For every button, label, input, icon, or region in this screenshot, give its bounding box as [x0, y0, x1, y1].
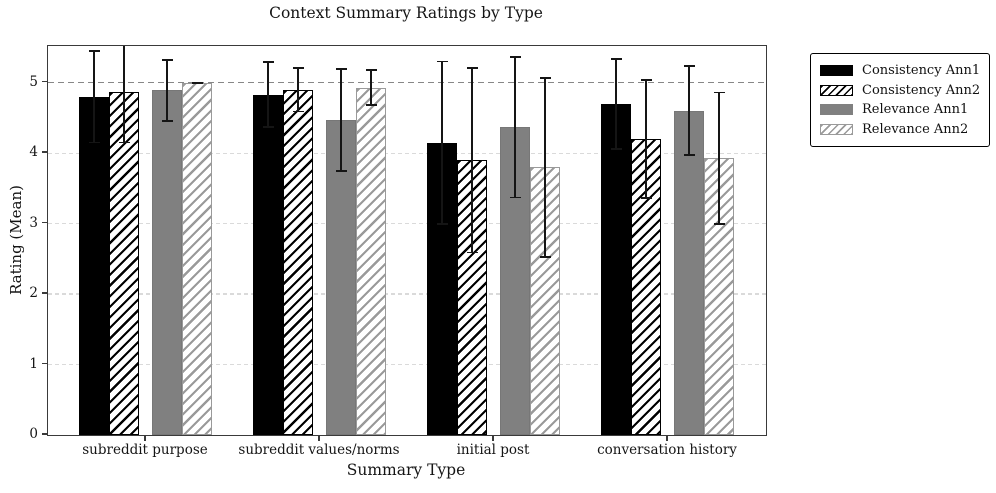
bar-consistency-ann1: [601, 103, 631, 435]
legend-swatch: [820, 84, 853, 96]
bar-consistency-ann1: [253, 94, 283, 435]
error-bar-cap: [713, 91, 725, 94]
x-tick-mark: [318, 435, 320, 441]
y-tick-label: 2: [29, 285, 38, 302]
error-bar-cap: [466, 251, 478, 254]
error-bar-cap: [683, 154, 695, 157]
bar-consistency-ann1: [79, 96, 109, 435]
error-bar-cap: [436, 222, 448, 225]
error-bar: [93, 50, 95, 143]
x-axis-label: Summary Type: [346, 461, 466, 479]
error-bar-cap: [640, 78, 652, 81]
legend-item: Consistency Ann1: [820, 61, 980, 81]
error-bar-cap: [335, 169, 347, 172]
bar-relevance-ann2: [356, 87, 386, 435]
bar-consistency-ann2: [109, 91, 139, 435]
error-bar: [471, 67, 473, 253]
error-bar: [544, 77, 546, 257]
error-bar-cap: [262, 61, 274, 64]
error-bar: [441, 61, 443, 224]
legend-item: Relevance Ann2: [820, 120, 980, 140]
x-tick-mark: [144, 435, 146, 441]
error-bar-cap: [292, 66, 304, 69]
error-bar: [688, 66, 690, 156]
legend-swatch: [820, 123, 853, 135]
plot-area: [47, 45, 767, 436]
error-bar-cap: [436, 60, 448, 63]
x-tick-mark: [666, 435, 668, 441]
error-bar-cap: [610, 57, 622, 60]
error-bar-cap: [88, 141, 100, 144]
y-tick-label: 0: [29, 426, 38, 442]
y-tick-mark: [42, 292, 47, 294]
error-bar-cap: [161, 59, 173, 62]
error-bar-cap: [335, 68, 347, 71]
error-bar-cap: [161, 119, 173, 122]
error-bar-cap: [683, 65, 695, 68]
error-bar: [645, 79, 647, 199]
y-tick-label: 5: [29, 73, 38, 90]
x-tick-label: initial post: [456, 442, 530, 458]
legend-swatch: [820, 104, 853, 116]
error-bar-cap: [610, 147, 622, 150]
bar-consistency-ann2: [283, 89, 313, 435]
y-tick-mark: [42, 80, 47, 83]
y-tick-label: 1: [29, 355, 38, 372]
y-tick-mark: [42, 433, 47, 435]
error-bar-cap: [365, 104, 377, 107]
gridline: [48, 152, 766, 154]
error-bar-cap: [365, 69, 377, 71]
error-bar: [297, 67, 299, 112]
legend: Consistency Ann1 Consistency Ann2 Relevanc…: [810, 53, 990, 147]
error-bar-cap: [509, 196, 521, 199]
legend-label: Relevance Ann2: [862, 121, 969, 137]
bar-relevance-ann1: [152, 90, 182, 435]
legend-item: Relevance Ann1: [820, 100, 980, 120]
error-bar-cap: [640, 197, 652, 200]
gridline: [48, 363, 766, 366]
x-tick-label: subreddit purpose: [82, 442, 208, 458]
y-axis-label: Rating (Mean): [7, 185, 25, 295]
bar-relevance-ann1: [674, 110, 704, 435]
y-tick-mark: [42, 221, 47, 224]
legend-label: Consistency Ann2: [862, 82, 981, 98]
error-bar-cap: [118, 141, 130, 144]
error-bar-cap: [539, 76, 551, 79]
legend-label: Consistency Ann1: [862, 63, 981, 79]
x-tick-mark: [492, 435, 494, 441]
x-tick-label: subreddit values/norms: [238, 442, 400, 458]
error-bar-cap: [539, 255, 551, 258]
reference-line-5: [48, 81, 766, 84]
y-tick-mark: [42, 362, 47, 365]
error-bar: [514, 56, 516, 198]
legend-swatch: [820, 65, 853, 77]
error-bar-cap: [292, 110, 304, 113]
bar-relevance-ann1: [326, 120, 356, 435]
gridline: [48, 293, 766, 295]
y-tick-mark: [42, 151, 47, 153]
error-bar: [718, 92, 720, 224]
error-bar-cap: [509, 55, 521, 58]
legend-item: Consistency Ann2: [820, 81, 980, 101]
x-tick-label: conversation history: [597, 442, 737, 458]
error-bar-cap: [191, 81, 203, 84]
error-bar: [370, 69, 372, 106]
error-bar: [123, 46, 125, 143]
gridline: [48, 222, 766, 225]
chart-title: Context Summary Ratings by Type: [269, 4, 543, 22]
legend-label: Relevance Ann1: [862, 102, 969, 118]
y-tick-label: 3: [29, 214, 38, 231]
error-bar: [166, 60, 168, 121]
error-bar: [340, 69, 342, 171]
y-tick-label: 4: [29, 144, 38, 161]
error-bar-cap: [713, 222, 725, 225]
error-bar-cap: [88, 49, 100, 52]
bar-relevance-ann2: [182, 82, 212, 435]
error-bar-cap: [262, 126, 274, 128]
error-bar: [267, 62, 269, 128]
error-bar: [615, 58, 617, 149]
error-bar-cap: [466, 66, 478, 69]
